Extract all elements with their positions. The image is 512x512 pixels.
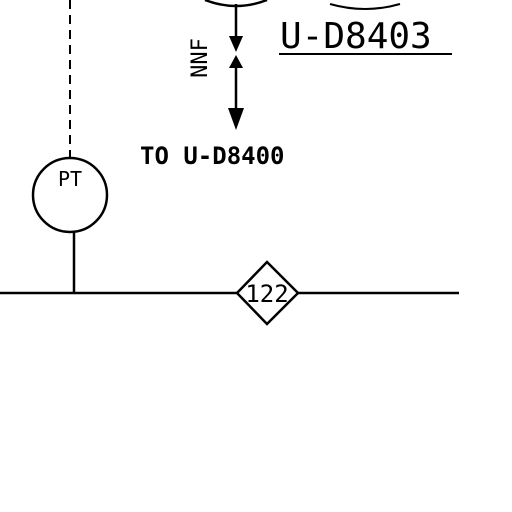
line-marker-diamond[interactable]: 122 [235,260,300,326]
line-label: U-D8403 [280,16,432,57]
line-marker-label: 122 [245,280,288,308]
instrument-bubble [31,156,109,234]
arrow-down-icon [229,36,243,52]
destination-label: TO U-D8400 [140,142,285,170]
equipment-outline-arc-right [329,3,401,10]
arrow-up-icon [229,55,243,68]
diamond-shape [235,260,300,326]
arrow-down-large-icon [228,108,244,130]
instrument-tag: PT [58,167,82,191]
flow-note: NNF [188,38,213,78]
pressure-transmitter[interactable]: PT [31,156,109,234]
